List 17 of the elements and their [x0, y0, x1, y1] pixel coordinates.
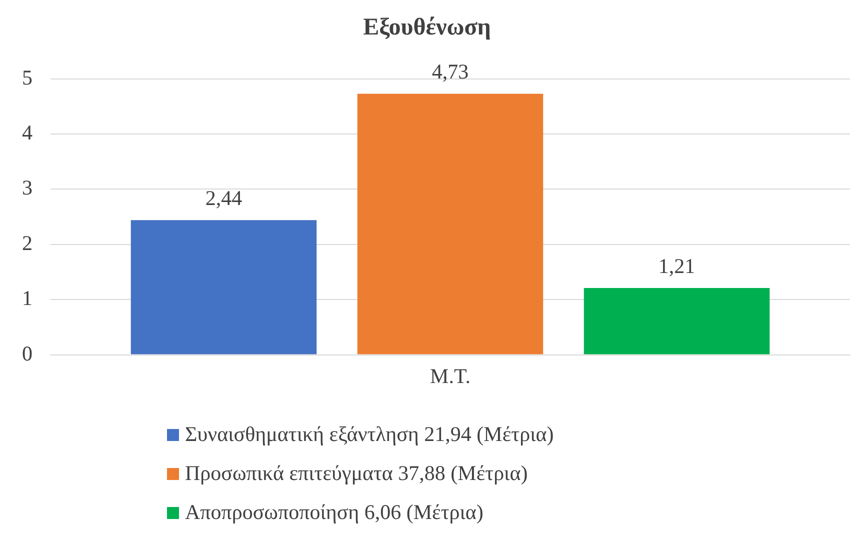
bar — [357, 94, 544, 354]
legend-label: Αποπροσωποποίηση 6,06 (Μέτρια) — [185, 500, 484, 525]
data-label: 4,73 — [432, 60, 469, 84]
legend-label: Συναισθηματική εξάντληση 21,94 (Μέτρια) — [185, 422, 554, 447]
y-tick-label: 3 — [22, 176, 32, 200]
bar — [584, 288, 770, 354]
y-tick-label: 1 — [22, 286, 32, 310]
y-tick-label: 4 — [22, 120, 33, 145]
y-tick-label: 2 — [22, 230, 32, 255]
bar — [130, 220, 317, 354]
y-tick-label: 0 — [22, 341, 32, 366]
legend-label: Προσωπικά επιτεύγματα 37,88 (Μέτρια) — [185, 461, 528, 486]
y-tick-label: 5 — [22, 65, 32, 90]
x-tick-label: Μ.Τ. — [430, 364, 470, 388]
data-label: 1,21 — [658, 254, 696, 278]
chart-title: Εξουθένωση — [363, 14, 491, 41]
data-label: 2,44 — [205, 186, 243, 210]
